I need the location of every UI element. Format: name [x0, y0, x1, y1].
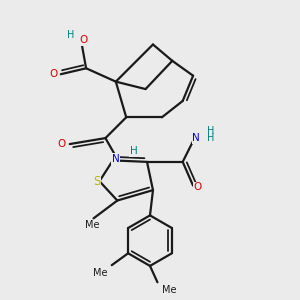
- Text: S: S: [93, 175, 100, 188]
- Text: H: H: [207, 126, 214, 136]
- Text: Me: Me: [85, 220, 99, 230]
- Text: H: H: [130, 146, 137, 157]
- Text: H: H: [207, 133, 214, 142]
- Text: H: H: [67, 30, 74, 40]
- Text: O: O: [49, 69, 58, 79]
- Text: O: O: [194, 182, 202, 192]
- Text: Me: Me: [162, 285, 177, 295]
- Text: Me: Me: [93, 268, 107, 278]
- Text: N: N: [192, 133, 200, 143]
- Text: O: O: [79, 35, 87, 45]
- Text: O: O: [58, 139, 66, 149]
- Text: N: N: [112, 154, 120, 164]
